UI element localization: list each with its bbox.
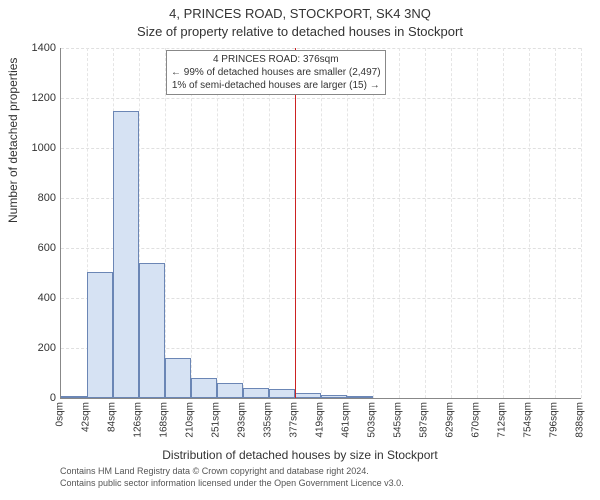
histogram-bar xyxy=(139,263,165,398)
histogram-bar xyxy=(165,358,191,398)
x-tick-label: 461sqm xyxy=(341,402,352,438)
x-tick-label: 126sqm xyxy=(133,402,144,438)
annotation-line: 1% of semi-detached houses are larger (1… xyxy=(171,79,381,92)
histogram-bar xyxy=(113,111,139,399)
y-tick-label: 1400 xyxy=(6,42,56,54)
plot-area xyxy=(60,48,581,399)
x-tick-label: 838sqm xyxy=(575,402,586,438)
vgridline xyxy=(555,48,556,398)
x-tick-label: 796sqm xyxy=(549,402,560,438)
vgridline xyxy=(477,48,478,398)
histogram-bar xyxy=(269,389,295,398)
x-tick-label: 377sqm xyxy=(289,402,300,438)
y-tick-label: 200 xyxy=(6,342,56,354)
histogram-bar xyxy=(191,378,217,398)
y-tick-label: 0 xyxy=(6,392,56,404)
footer-line-2: Contains public sector information licen… xyxy=(60,478,404,490)
annotation-box: 4 PRINCES ROAD: 376sqm← 99% of detached … xyxy=(166,50,386,95)
footer-text: Contains HM Land Registry data © Crown c… xyxy=(60,466,404,489)
y-tick-label: 800 xyxy=(6,192,56,204)
y-tick-label: 400 xyxy=(6,292,56,304)
x-tick-label: 168sqm xyxy=(159,402,170,438)
x-tick-label: 419sqm xyxy=(315,402,326,438)
x-tick-label: 503sqm xyxy=(367,402,378,438)
histogram-bar xyxy=(61,396,87,398)
histogram-bar xyxy=(87,272,113,398)
x-tick-label: 545sqm xyxy=(393,402,404,438)
vgridline xyxy=(503,48,504,398)
annotation-line: 4 PRINCES ROAD: 376sqm xyxy=(171,53,381,66)
vgridline xyxy=(581,48,582,398)
vgridline xyxy=(269,48,270,398)
histogram-bar xyxy=(295,393,321,398)
x-tick-label: 670sqm xyxy=(471,402,482,438)
chart-container: 4, PRINCES ROAD, STOCKPORT, SK4 3NQ Size… xyxy=(0,0,600,500)
histogram-bar xyxy=(321,395,347,398)
vgridline xyxy=(425,48,426,398)
x-tick-label: 587sqm xyxy=(419,402,430,438)
y-tick-label: 1200 xyxy=(6,92,56,104)
page-title-1: 4, PRINCES ROAD, STOCKPORT, SK4 3NQ xyxy=(0,6,600,21)
marker-line xyxy=(295,48,296,398)
vgridline xyxy=(529,48,530,398)
y-tick-label: 1000 xyxy=(6,142,56,154)
x-tick-label: 712sqm xyxy=(497,402,508,438)
histogram-bar xyxy=(217,383,243,398)
vgridline xyxy=(217,48,218,398)
x-tick-label: 335sqm xyxy=(263,402,274,438)
histogram-bar xyxy=(243,388,269,398)
footer-line-1: Contains HM Land Registry data © Crown c… xyxy=(60,466,404,478)
y-tick-label: 600 xyxy=(6,242,56,254)
vgridline xyxy=(373,48,374,398)
vgridline xyxy=(451,48,452,398)
vgridline xyxy=(321,48,322,398)
x-tick-label: 42sqm xyxy=(81,402,92,432)
x-tick-label: 210sqm xyxy=(185,402,196,438)
histogram-bar xyxy=(347,396,373,398)
x-tick-label: 0sqm xyxy=(55,402,66,426)
vgridline xyxy=(399,48,400,398)
x-tick-label: 84sqm xyxy=(107,402,118,432)
x-tick-label: 293sqm xyxy=(237,402,248,438)
x-tick-label: 629sqm xyxy=(445,402,456,438)
x-tick-label: 251sqm xyxy=(211,402,222,438)
vgridline xyxy=(243,48,244,398)
vgridline xyxy=(191,48,192,398)
annotation-line: ← 99% of detached houses are smaller (2,… xyxy=(171,66,381,79)
vgridline xyxy=(165,48,166,398)
vgridline xyxy=(347,48,348,398)
page-title-2: Size of property relative to detached ho… xyxy=(0,24,600,39)
x-tick-label: 754sqm xyxy=(523,402,534,438)
x-axis-label: Distribution of detached houses by size … xyxy=(0,448,600,462)
